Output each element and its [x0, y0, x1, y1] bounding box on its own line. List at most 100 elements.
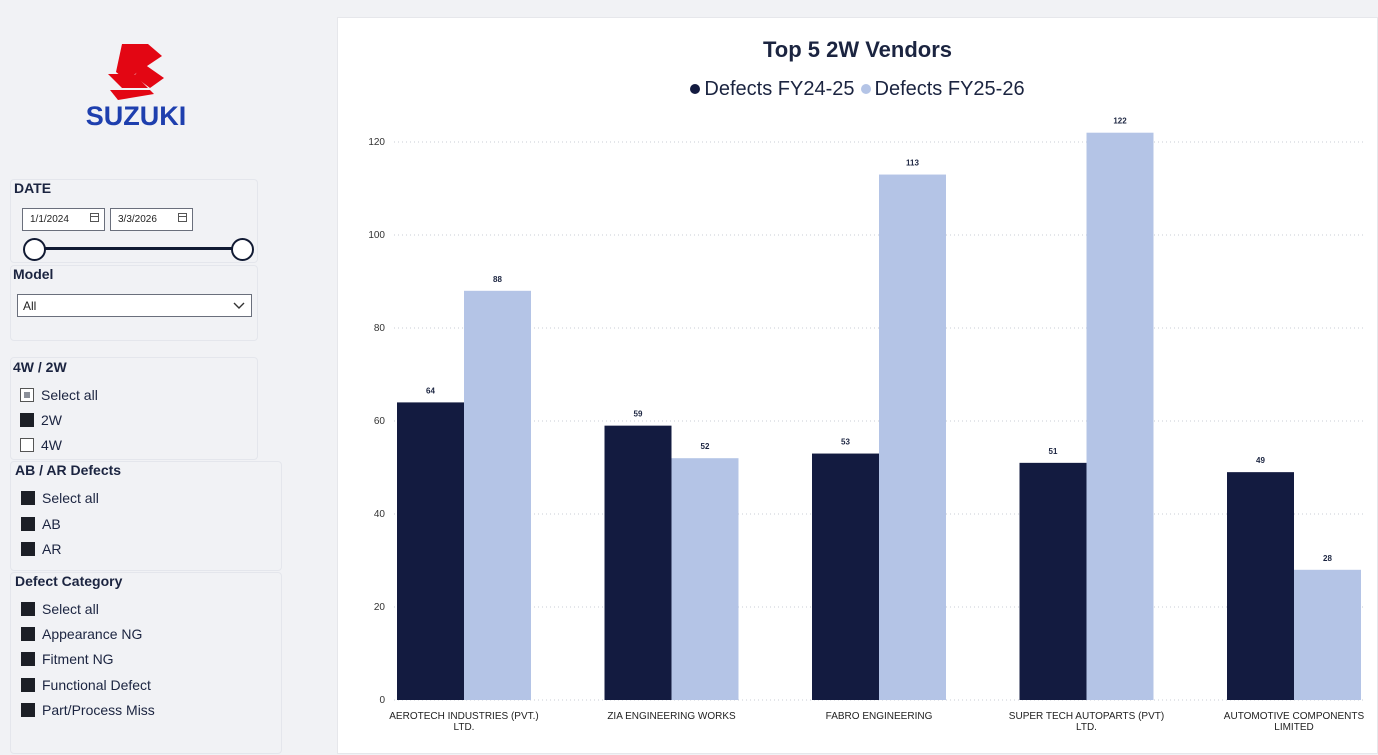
- checkbox[interactable]: [21, 516, 35, 531]
- defect-category-option[interactable]: Functional Defect: [21, 675, 151, 695]
- bar-chart: 0 20 40 60 80 100 120 64 88 AEROTECH INDUSTRIES (…: [368, 117, 1365, 733]
- filter-sidebar: SUZUKI DATE 1/1/2024 3/3/2026 Model All …: [0, 0, 336, 754]
- date-slicer-title: DATE: [14, 180, 52, 196]
- defect-category-option[interactable]: Appearance NG: [21, 624, 142, 644]
- ab-ar-option-label: AB: [42, 515, 61, 532]
- data-label: 52: [701, 442, 710, 451]
- y-tick-label: 100: [368, 230, 385, 241]
- bar[interactable]: [879, 174, 946, 701]
- defect-category-option-label: Fitment NG: [42, 651, 114, 668]
- x-tick-label: AUTOMOTIVE COMPONENTS: [1224, 711, 1365, 722]
- defect-category-title: Defect Category: [15, 573, 123, 589]
- y-tick-label: 120: [368, 137, 385, 148]
- defect-category-option-label: Part/Process Miss: [42, 701, 155, 718]
- legend-item[interactable]: Defects FY25-26: [860, 77, 1025, 101]
- y-tick-label: 40: [374, 509, 386, 520]
- legend-item[interactable]: Defects FY24-25: [690, 77, 855, 101]
- defect-category-option[interactable]: Fitment NG: [21, 649, 114, 669]
- bar[interactable]: [604, 425, 672, 700]
- data-label: 122: [1113, 117, 1127, 126]
- bar[interactable]: [812, 453, 879, 700]
- checkbox[interactable]: [21, 652, 35, 667]
- defect-category-slicer: [10, 572, 282, 754]
- slider-end-handle[interactable]: [231, 238, 254, 261]
- data-label: 88: [493, 275, 502, 284]
- defect-category-option[interactable]: Select all: [21, 599, 99, 619]
- checkbox[interactable]: [21, 677, 35, 692]
- vehicle-type-option[interactable]: 2W: [20, 410, 62, 430]
- checkbox[interactable]: [21, 702, 35, 717]
- y-tick-label: 20: [374, 602, 386, 613]
- start-date-value: 1/1/2024: [30, 214, 69, 225]
- data-label: 64: [426, 386, 435, 395]
- calendar-icon[interactable]: [90, 213, 99, 222]
- checkbox[interactable]: [20, 388, 34, 402]
- y-tick-label: 80: [374, 323, 386, 334]
- chevron-down-icon: [233, 302, 245, 309]
- vehicle-type-option-label: Select all: [41, 387, 98, 403]
- bar[interactable]: [1227, 472, 1294, 700]
- ab-ar-option[interactable]: AR: [21, 539, 61, 559]
- ab-ar-slicer: [10, 461, 282, 571]
- legend-marker: [690, 84, 701, 94]
- x-tick-label: LIMITED: [1274, 722, 1313, 733]
- vehicle-type-option[interactable]: 4W: [20, 435, 62, 455]
- slider-start-handle[interactable]: [23, 238, 46, 261]
- bar[interactable]: [1086, 132, 1154, 700]
- checkbox[interactable]: [21, 627, 35, 642]
- checkbox[interactable]: [21, 491, 35, 505]
- x-tick-label: LTD.: [454, 722, 475, 733]
- bar[interactable]: [671, 458, 739, 700]
- defect-category-option-label: Select all: [42, 601, 99, 617]
- ab-ar-option[interactable]: Select all: [21, 488, 99, 508]
- checkbox[interactable]: [21, 542, 35, 556]
- x-tick-label: FABRO ENGINEERING: [826, 711, 933, 722]
- vehicle-type-title: 4W / 2W: [13, 359, 67, 375]
- calendar-icon[interactable]: [178, 213, 187, 222]
- brand-wordmark: SUZUKI: [86, 101, 187, 130]
- legend-label: Defects FY25-26: [874, 77, 1025, 100]
- vehicle-type-option[interactable]: Select all: [20, 385, 98, 405]
- vendors-chart-card: Top 5 2W Vendors Defects FY24-25 Defects …: [337, 17, 1378, 754]
- ab-ar-option-label: Select all: [42, 490, 99, 506]
- data-label: 49: [1256, 456, 1265, 465]
- checkbox[interactable]: [21, 602, 35, 616]
- model-selected-value: All: [23, 299, 37, 313]
- vehicle-type-option-label: 2W: [41, 412, 62, 428]
- y-tick-label: 60: [374, 416, 386, 427]
- x-tick-label: LTD.: [1076, 722, 1097, 733]
- data-label: 53: [841, 438, 850, 447]
- start-date-input[interactable]: 1/1/2024: [22, 208, 105, 231]
- bar[interactable]: [464, 290, 531, 700]
- ab-ar-title: AB / AR Defects: [15, 462, 122, 478]
- checkbox[interactable]: [20, 438, 34, 452]
- defect-category-option[interactable]: Part/Process Miss: [21, 700, 155, 720]
- end-date-input[interactable]: 3/3/2026: [110, 208, 193, 231]
- chart-legend: Defects FY24-25 Defects FY25-26: [338, 77, 1377, 101]
- bar[interactable]: [1294, 569, 1361, 700]
- bar[interactable]: [397, 402, 464, 700]
- data-label: 59: [634, 410, 643, 419]
- x-tick-label: ZIA ENGINEERING WORKS: [607, 711, 736, 722]
- x-tick-label: AEROTECH INDUSTRIES (PVT.): [389, 711, 538, 722]
- checkbox[interactable]: [20, 413, 34, 427]
- legend-marker: [860, 84, 871, 94]
- vehicle-type-option-label: 4W: [41, 437, 62, 453]
- chart-title: Top 5 2W Vendors: [762, 37, 953, 62]
- defect-category-option-label: Functional Defect: [42, 676, 151, 693]
- ab-ar-option[interactable]: AB: [21, 514, 61, 534]
- suzuki-logo: SUZUKI: [86, 44, 187, 130]
- end-date-value: 3/3/2026: [118, 214, 157, 225]
- vehicle-type-slicer: [10, 357, 258, 460]
- legend-label: Defects FY24-25: [704, 77, 855, 100]
- bar[interactable]: [1019, 462, 1087, 700]
- ab-ar-option-label: AR: [42, 541, 62, 557]
- model-dropdown[interactable]: All: [17, 294, 252, 317]
- data-label: 28: [1323, 554, 1332, 563]
- data-label: 51: [1049, 447, 1058, 456]
- defect-category-option-label: Appearance NG: [42, 626, 143, 643]
- y-tick-label: 0: [379, 695, 385, 706]
- data-label: 113: [906, 159, 919, 168]
- model-slicer-title: Model: [13, 266, 54, 282]
- date-range-slider[interactable]: [34, 247, 244, 250]
